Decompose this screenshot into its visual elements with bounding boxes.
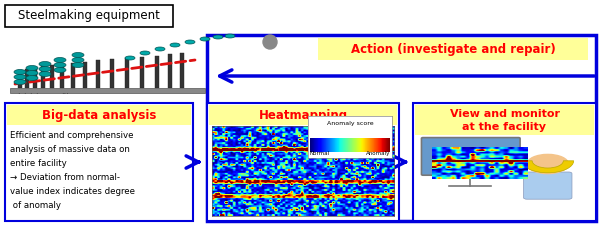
Ellipse shape	[72, 58, 84, 63]
Bar	[50, 65, 54, 88]
Ellipse shape	[54, 58, 66, 63]
Ellipse shape	[155, 47, 165, 51]
Bar	[60, 64, 64, 88]
Bar	[25, 69, 29, 88]
FancyBboxPatch shape	[421, 138, 520, 175]
Ellipse shape	[225, 34, 235, 38]
Text: Efficient and comprehensive: Efficient and comprehensive	[10, 131, 133, 140]
Bar	[33, 68, 37, 88]
Text: .: .	[23, 88, 25, 97]
Bar	[125, 58, 129, 88]
Text: entire facility: entire facility	[10, 159, 67, 168]
Bar	[71, 63, 75, 88]
Ellipse shape	[26, 76, 38, 81]
Bar	[413, 103, 596, 221]
Circle shape	[527, 154, 569, 174]
Bar	[7, 105, 191, 125]
Ellipse shape	[200, 37, 210, 41]
Bar	[5, 5, 173, 27]
Text: of anomaly: of anomaly	[10, 201, 61, 210]
Bar	[415, 105, 594, 135]
Text: Action (investigate and repair): Action (investigate and repair)	[350, 43, 556, 56]
Text: Steelmaking equipment: Steelmaking equipment	[18, 9, 160, 22]
Text: .: .	[29, 88, 31, 97]
Text: Anomaly score: Anomaly score	[326, 121, 373, 126]
Ellipse shape	[14, 74, 26, 79]
Ellipse shape	[140, 51, 150, 55]
Wedge shape	[522, 161, 574, 173]
Ellipse shape	[14, 79, 26, 85]
Ellipse shape	[39, 67, 51, 72]
Ellipse shape	[213, 35, 223, 39]
Ellipse shape	[72, 52, 84, 58]
Ellipse shape	[72, 63, 84, 68]
Bar	[96, 60, 100, 88]
Bar	[41, 66, 45, 88]
Bar	[18, 70, 22, 88]
Bar	[207, 103, 399, 221]
Ellipse shape	[39, 72, 51, 76]
Text: Anomaly: Anomaly	[366, 151, 391, 156]
Bar	[110, 59, 114, 88]
Text: .: .	[35, 88, 37, 97]
Text: ...: ...	[61, 88, 69, 97]
Ellipse shape	[54, 68, 66, 72]
Text: at the facility: at the facility	[463, 122, 547, 132]
Bar	[318, 38, 588, 60]
Ellipse shape	[39, 61, 51, 67]
Bar	[207, 35, 596, 221]
Ellipse shape	[185, 40, 195, 44]
Bar	[180, 53, 184, 88]
Bar	[209, 105, 397, 125]
Bar	[83, 62, 87, 88]
FancyBboxPatch shape	[524, 172, 572, 199]
Bar	[140, 57, 144, 88]
Circle shape	[263, 35, 277, 49]
Text: Heatmapping: Heatmapping	[259, 108, 347, 122]
Text: Big-data analysis: Big-data analysis	[42, 108, 156, 122]
Text: View and monitor: View and monitor	[449, 109, 560, 119]
Bar	[5, 103, 193, 221]
Bar	[155, 56, 159, 88]
Ellipse shape	[26, 70, 38, 76]
Bar	[168, 54, 172, 88]
Ellipse shape	[26, 65, 38, 70]
Text: → Deviation from normal-: → Deviation from normal-	[10, 173, 120, 182]
Ellipse shape	[54, 63, 66, 68]
Text: value index indicates degree: value index indicates degree	[10, 187, 135, 196]
Ellipse shape	[14, 70, 26, 74]
Ellipse shape	[170, 43, 180, 47]
Ellipse shape	[125, 56, 135, 60]
Text: .: .	[17, 88, 19, 97]
Text: Normal: Normal	[310, 151, 330, 156]
Bar	[10, 88, 205, 93]
Text: analysis of massive data on: analysis of massive data on	[10, 145, 130, 154]
